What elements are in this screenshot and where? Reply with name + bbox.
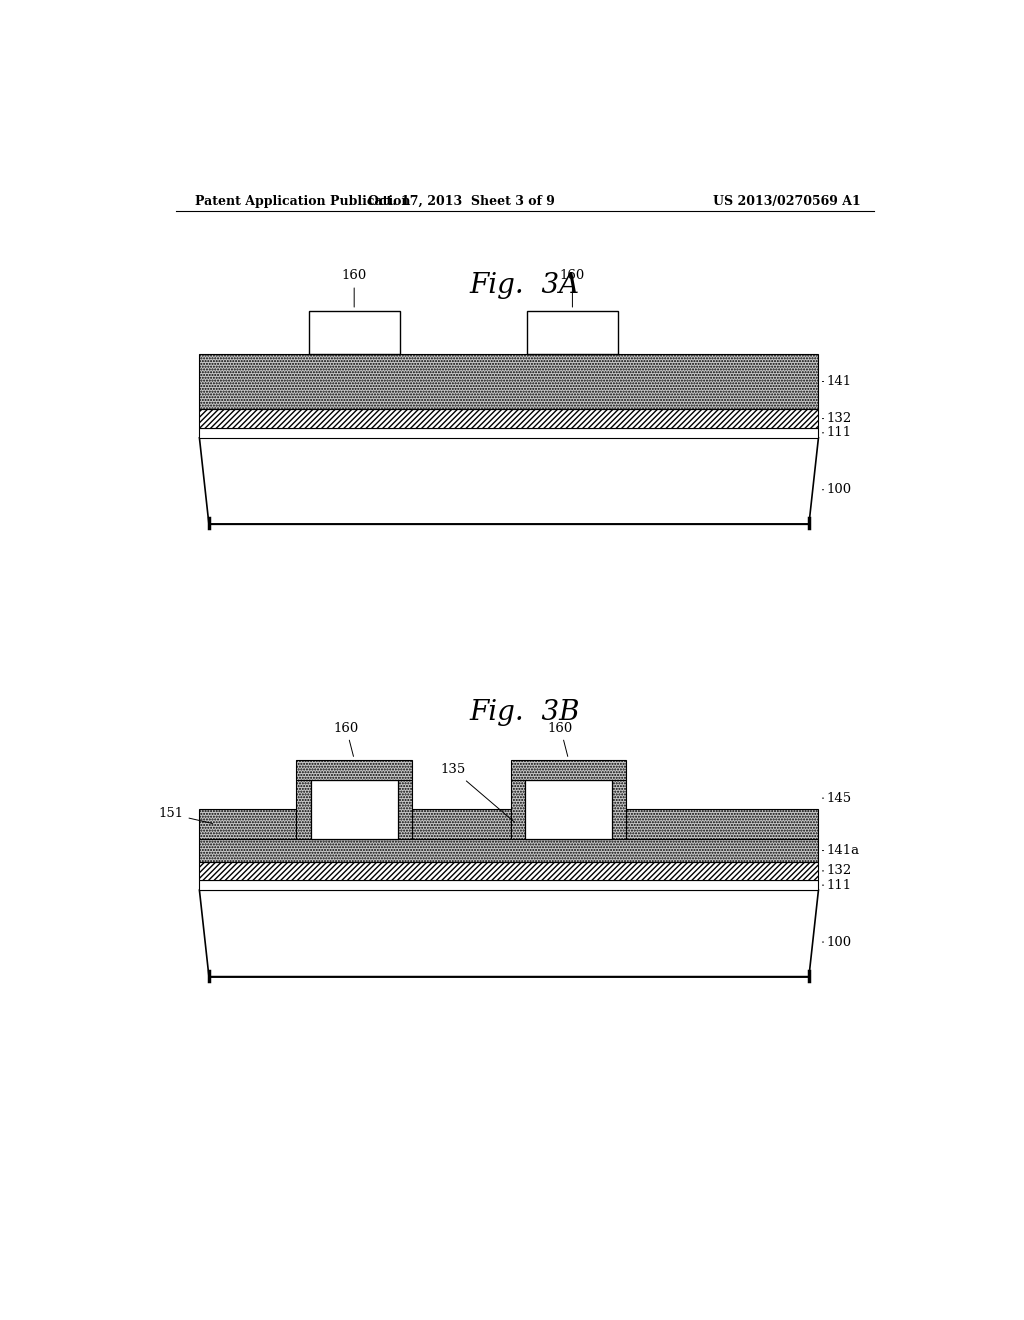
Bar	[200, 354, 818, 409]
Bar	[412, 809, 511, 840]
Text: 132: 132	[822, 865, 852, 878]
Bar	[308, 312, 399, 354]
Bar	[524, 780, 612, 840]
Bar	[296, 780, 412, 840]
Text: 132: 132	[822, 412, 852, 425]
Text: 160: 160	[334, 722, 358, 756]
Text: 141: 141	[822, 375, 852, 388]
Text: 160: 160	[560, 269, 585, 308]
Bar	[627, 809, 818, 840]
Bar	[511, 760, 627, 780]
Bar	[511, 780, 627, 840]
Bar	[200, 428, 818, 438]
Text: 111: 111	[822, 426, 852, 440]
Bar	[200, 880, 818, 890]
Text: Oct. 17, 2013  Sheet 3 of 9: Oct. 17, 2013 Sheet 3 of 9	[368, 194, 555, 207]
Text: 151: 151	[159, 808, 213, 824]
Bar	[200, 840, 818, 862]
Text: 111: 111	[822, 879, 852, 891]
Text: 160: 160	[342, 269, 367, 308]
Bar	[296, 760, 412, 780]
Text: 135: 135	[440, 763, 515, 822]
Text: 160: 160	[548, 722, 573, 756]
Text: Fig.  3A: Fig. 3A	[470, 272, 580, 298]
Text: US 2013/0270569 A1: US 2013/0270569 A1	[713, 194, 860, 207]
Text: Fig.  3B: Fig. 3B	[470, 698, 580, 726]
Text: 145: 145	[822, 792, 852, 805]
Bar	[200, 409, 818, 428]
Bar	[310, 780, 397, 840]
Bar	[526, 312, 618, 354]
Polygon shape	[200, 890, 818, 977]
Text: 100: 100	[822, 483, 852, 496]
Text: 100: 100	[822, 936, 852, 949]
Text: Patent Application Publication: Patent Application Publication	[196, 194, 411, 207]
Text: 141a: 141a	[822, 843, 859, 857]
Polygon shape	[200, 438, 818, 524]
Bar	[200, 862, 818, 880]
Bar	[200, 809, 296, 840]
